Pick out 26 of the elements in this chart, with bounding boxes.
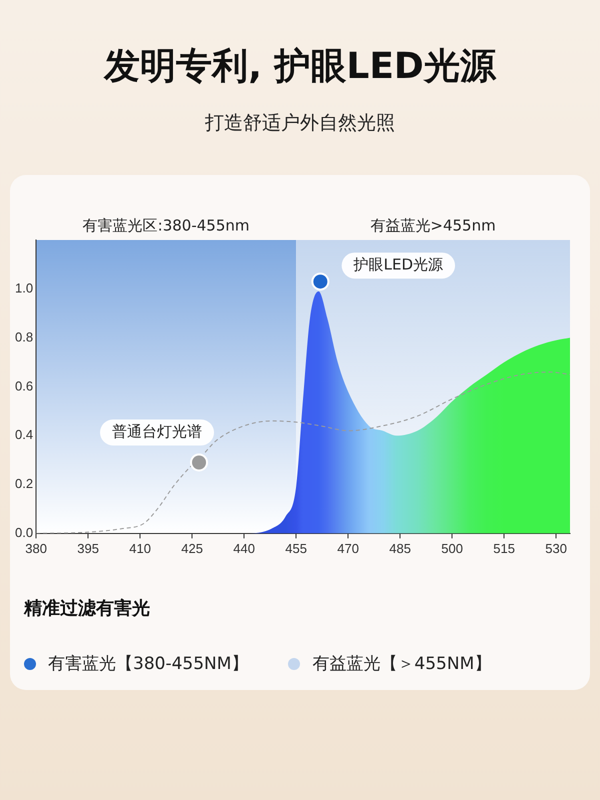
text: 精准过滤有害光 — [24, 597, 150, 620]
chart-subtitle: 打造舒适户外自然光照 — [204, 111, 396, 136]
x-tick-label: 500 — [441, 540, 463, 556]
y-tick-label: 1.0 — [14, 280, 34, 296]
text: 有益蓝光【＞455NM】 — [312, 653, 492, 675]
x-tick-label: 380 — [25, 540, 47, 556]
y-tick-label: 0.8 — [14, 329, 34, 344]
text: 有害蓝光【380-455NM】 — [48, 653, 248, 675]
band-label: 有益蓝光>455nm — [370, 216, 496, 234]
x-tick-label: 515 — [493, 540, 515, 556]
y-tick-label: 0.0 — [14, 524, 34, 540]
x-tick-label: 395 — [77, 540, 99, 556]
annotation: 护眼LED光源 — [352, 255, 444, 274]
y-tick-label: 0.4 — [14, 427, 34, 442]
x-tick-label: 410 — [129, 540, 151, 556]
x-tick-label: 530 — [545, 540, 567, 556]
band-label: 有害蓝光区:380-455nm — [82, 216, 250, 234]
annotation: 普通台灯光谱 — [112, 422, 202, 440]
x-tick-label: 485 — [389, 540, 411, 556]
x-tick-label: 440 — [233, 540, 255, 556]
y-tick-label: 0.6 — [14, 378, 34, 394]
x-tick-label: 455 — [285, 540, 307, 556]
x-tick-label: 470 — [337, 540, 359, 556]
chart-title: 发明专利, 护眼LED光源 — [102, 45, 498, 89]
y-tick-label: 0.2 — [14, 476, 34, 492]
x-tick-label: 425 — [181, 540, 203, 556]
